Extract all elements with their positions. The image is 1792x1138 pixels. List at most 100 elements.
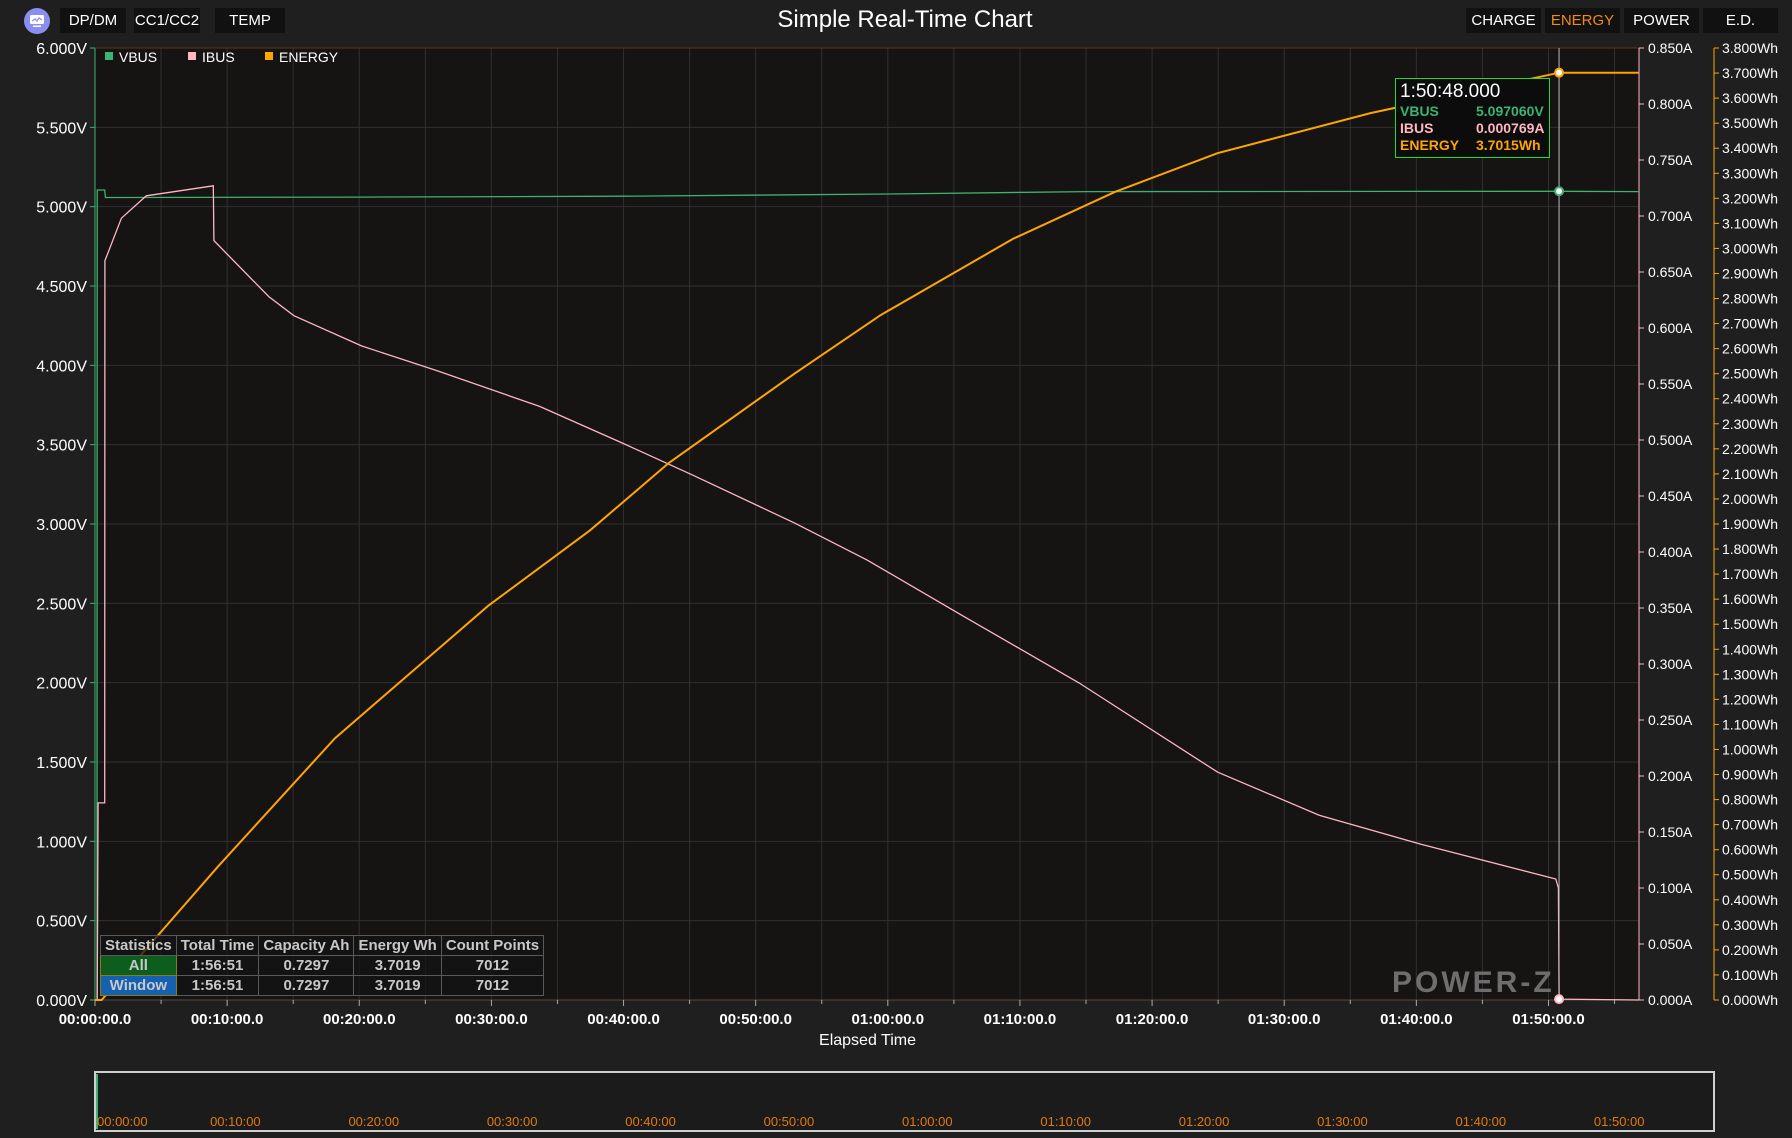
y-wh-tick-label: 3.700Wh — [1722, 65, 1778, 81]
tab-charge[interactable]: CHARGE — [1466, 8, 1541, 33]
tab-temp[interactable]: TEMP — [215, 8, 285, 33]
chart-monitor-icon[interactable] — [24, 8, 50, 34]
y-left-tick-label: 1.500V — [36, 755, 87, 772]
y-amp-tick-label: 0.200A — [1648, 768, 1693, 784]
tooltip-label: ENERGY — [1400, 137, 1460, 153]
navigator-tick-label: 00:10:00 — [210, 1114, 261, 1129]
navigator-tick-label: 01:30:00 — [1317, 1114, 1368, 1129]
y-amp-tick-label: 0.700A — [1648, 208, 1693, 224]
x-tick-label: 01:10:00.0 — [984, 1011, 1057, 1028]
y-wh-tick-label: 1.200Wh — [1722, 691, 1778, 707]
cell: 0.7297 — [258, 955, 355, 976]
header-capacity: Capacity Ah — [258, 935, 355, 956]
series-vbus-line — [95, 189, 1640, 1001]
tab-dp-dm[interactable]: DP/DM — [60, 8, 126, 33]
x-tick-label: 01:50:00.0 — [1512, 1011, 1585, 1028]
tooltip-value: 5.097060V — [1476, 103, 1544, 119]
crosshair-cursor — [1554, 48, 1565, 1005]
y-left-tick-label: 5.000V — [36, 200, 87, 217]
header-statistics: Statistics — [100, 935, 177, 956]
tooltip-label: IBUS — [1400, 120, 1434, 136]
y-wh-tick-label: 3.600Wh — [1722, 90, 1778, 106]
cell: 3.7019 — [353, 955, 442, 976]
y-wh-tick-label: 2.000Wh — [1722, 491, 1778, 507]
y-left-tick-label: 1.000V — [36, 834, 87, 851]
cursor-point-energy — [1554, 67, 1565, 78]
navigator-window — [94, 1071, 1715, 1132]
tab-power[interactable]: POWER — [1624, 8, 1699, 33]
navigator-tick-label: 00:50:00 — [764, 1114, 815, 1129]
y-amp-tick-label: 0.450A — [1648, 488, 1693, 504]
grid-lines — [95, 47, 1639, 1000]
axes: 0.000V 0.500V 1.000V 1.500V 2.000V 2.500V 3.00… — [36, 40, 1778, 1028]
y-amp-tick-label: 0.500A — [1648, 432, 1693, 448]
navigator-tick-label: 01:40:00 — [1456, 1114, 1507, 1129]
navigator-tick-label: 00:40:00 — [625, 1114, 676, 1129]
legend-label-energy: ENERGY — [279, 49, 339, 65]
data-tooltip: 1:50:48.000 VBUS 5.097060V IBUS 0.000769A … — [1395, 78, 1550, 158]
x-tick-label: 00:50:00.0 — [719, 1011, 792, 1028]
header-count-points: Count Points — [440, 935, 545, 956]
table-row: All 1:56:51 0.7297 3.7019 7012 — [100, 955, 545, 976]
y-wh-tick-label: 2.700Wh — [1722, 316, 1778, 332]
navigator-tick-label: 00:20:00 — [348, 1114, 399, 1129]
y-wh-tick-label: 3.500Wh — [1722, 115, 1778, 131]
y-left-tick-label: 4.500V — [36, 279, 87, 296]
y-wh-tick-label: 2.500Wh — [1722, 366, 1778, 382]
x-tick-label: 00:20:00.0 — [323, 1011, 396, 1028]
cell: 0.7297 — [258, 975, 355, 996]
y-wh-tick-label: 0.500Wh — [1722, 867, 1778, 883]
y-amp-tick-label: 0.650A — [1648, 264, 1693, 280]
y-wh-tick-label: 1.400Wh — [1722, 641, 1778, 657]
y-wh-tick-label: 1.000Wh — [1722, 741, 1778, 757]
y-wh-tick-label: 0.000Wh — [1722, 992, 1778, 1008]
y-amp-tick-label: 0.550A — [1648, 376, 1693, 392]
navigator-tick-label: 01:00:00 — [902, 1114, 953, 1129]
y-wh-tick-label: 1.800Wh — [1722, 541, 1778, 557]
navigator[interactable]: 00:00:00 00:10:00 00:20:00 00:30:00 00:40:00… — [94, 1071, 1715, 1132]
x-tick-label: 00:10:00.0 — [191, 1011, 264, 1028]
y-left-tick-label: 6.000V — [36, 41, 87, 58]
y-left-tick-label: 2.500V — [36, 596, 87, 613]
x-tick-label: 00:40:00.0 — [587, 1011, 660, 1028]
y-wh-tick-label: 1.300Wh — [1722, 666, 1778, 682]
y-wh-tick-label: 2.800Wh — [1722, 291, 1778, 307]
tooltip-row-ibus: IBUS 0.000769A — [1400, 120, 1545, 137]
tab-energy[interactable]: ENERGY — [1545, 8, 1620, 33]
x-tick-label: 00:00:00.0 — [59, 1011, 132, 1028]
series-ibus-line — [95, 185, 1640, 1001]
y-left-tick-label: 2.000V — [36, 676, 87, 693]
page-title: Simple Real-Time Chart — [777, 6, 1033, 33]
y-wh-tick-label: 1.700Wh — [1722, 566, 1778, 582]
x-tick-label: 01:00:00.0 — [852, 1011, 925, 1028]
y-amp-tick-label: 0.850A — [1648, 40, 1693, 56]
series-energy-line — [95, 71, 1639, 1001]
y-wh-tick-label: 1.900Wh — [1722, 516, 1778, 532]
row-label-window: Window — [100, 975, 177, 996]
y-wh-tick-label: 3.200Wh — [1722, 190, 1778, 206]
cell: 7012 — [440, 955, 545, 976]
y-left-tick-label: 3.000V — [36, 517, 87, 534]
legend: VBUS IBUS ENERGY — [105, 49, 339, 65]
y-wh-tick-label: 0.400Wh — [1722, 892, 1778, 908]
y-wh-tick-label: 3.400Wh — [1722, 140, 1778, 156]
tab-ed[interactable]: E.D. — [1703, 8, 1778, 33]
navigator-tick-label: 01:10:00 — [1040, 1114, 1091, 1129]
y-wh-tick-label: 0.200Wh — [1722, 942, 1778, 958]
y-amp-tick-label: 0.300A — [1648, 656, 1693, 672]
cell: 7012 — [440, 975, 545, 996]
legend-label-vbus: VBUS — [119, 49, 157, 65]
statistics-header-row: Statistics Total Time Capacity Ah Energy… — [100, 935, 545, 956]
power-z-logo: POWER-Z — [1392, 966, 1555, 999]
y-wh-tick-label: 0.700Wh — [1722, 817, 1778, 833]
tooltip-value: 3.7015Wh — [1476, 137, 1541, 153]
y-wh-tick-label: 2.400Wh — [1722, 391, 1778, 407]
x-tick-label: 01:40:00.0 — [1380, 1011, 1453, 1028]
y-amp-tick-label: 0.250A — [1648, 712, 1693, 728]
y-left-tick-label: 5.500V — [36, 120, 87, 137]
tab-cc1-cc2[interactable]: CC1/CC2 — [134, 8, 200, 33]
navigator-tick-label: 00:30:00 — [487, 1114, 538, 1129]
y-wh-tick-label: 0.100Wh — [1722, 967, 1778, 983]
y-left-tick-label: 0.500V — [36, 914, 87, 931]
